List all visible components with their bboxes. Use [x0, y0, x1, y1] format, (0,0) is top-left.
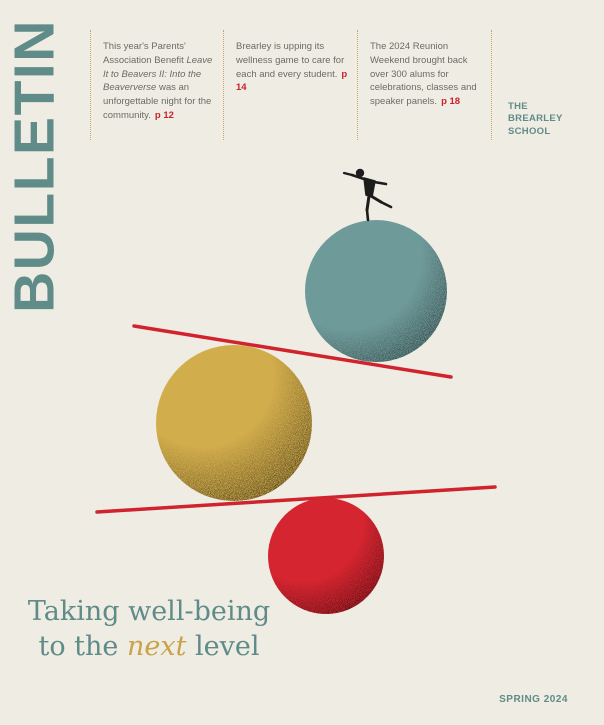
gold-sphere: [156, 345, 312, 501]
teaser-wellness[interactable]: Brearley is upping its wellness game to …: [223, 30, 353, 140]
teal-sphere: [305, 220, 447, 362]
balancing-figure-icon: [342, 168, 393, 222]
school-line-2: BREARLEY: [508, 113, 563, 125]
teaser-italic-title: Leave It to Beavers II: Into the Beaverv…: [103, 54, 213, 94]
teaser-pa-benefit[interactable]: This year's Parents' Association Benefit…: [90, 30, 220, 140]
headline-line-2-start: to the: [38, 631, 127, 663]
school-logo-column: [491, 30, 601, 140]
tilted-plank-bottom: [95, 485, 497, 514]
headline-line-2: to the next level: [24, 629, 274, 664]
issue-label: SPRING 2024: [499, 694, 568, 705]
red-sphere: [268, 498, 384, 614]
cover-headline[interactable]: Taking well-being to the next level: [24, 594, 274, 664]
teaser-text: Brearley is upping its wellness game to …: [236, 41, 345, 80]
headline-line-1: Taking well-being: [27, 596, 271, 627]
teaser-page-ref[interactable]: p 18: [441, 96, 461, 108]
teaser-page-ref[interactable]: p 14: [236, 68, 348, 94]
teaser-text: This year's Parents' Association Benefit: [103, 41, 187, 66]
teaser-text: The 2024 Reunion Weekend brought back ov…: [370, 41, 477, 108]
tilted-plank-top: [132, 324, 453, 379]
headline-emphasis: next: [126, 631, 187, 663]
headline-line-2-end: level: [186, 631, 260, 663]
school-line-1: THE: [508, 101, 528, 112]
teaser-reunion[interactable]: The 2024 Reunion Weekend brought back ov…: [357, 30, 487, 140]
school-line-3: SCHOOL: [508, 125, 551, 137]
teaser-text-end: was an unforgettable night for the commu…: [103, 82, 212, 121]
school-logo: THE BREARLEY SCHOOL: [508, 101, 563, 138]
teaser-page-ref[interactable]: p 12: [154, 109, 174, 121]
